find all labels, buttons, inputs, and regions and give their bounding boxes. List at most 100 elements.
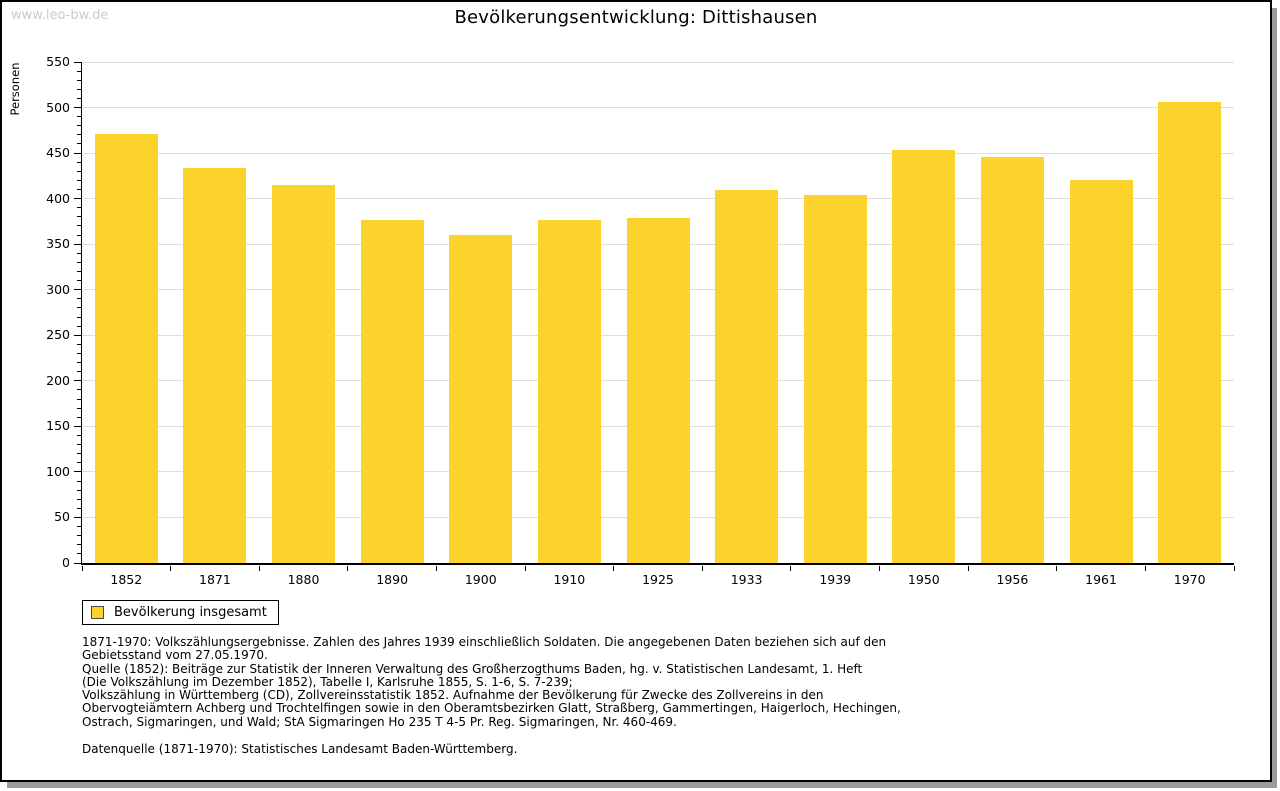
y-minor-tick-430 <box>77 170 81 172</box>
x-tick-label-1900: 1900 <box>464 572 497 587</box>
y-major-tick-500 <box>74 107 81 109</box>
y-minor-tick-130 <box>77 444 81 446</box>
bar-1890 <box>360 219 424 563</box>
source-note-line: 1871-1970: Volkszählungsergebnisse. Zahl… <box>82 635 887 649</box>
y-minor-tick-330 <box>77 261 81 263</box>
x-tick-label-1871: 1871 <box>199 572 231 587</box>
x-tick-label-1890: 1890 <box>376 572 409 587</box>
chart-title: Bevölkerungsentwicklung: Dittishausen <box>454 7 818 28</box>
gridline-400 <box>82 198 1234 200</box>
y-tick-label-0: 0 <box>62 555 70 570</box>
source-note-line: Quelle (1852): Beiträge zur Statistik de… <box>82 661 863 676</box>
y-minor-tick-460 <box>77 143 81 145</box>
bar-1925 <box>626 217 690 563</box>
y-minor-tick-170 <box>77 407 81 409</box>
y-minor-tick-320 <box>77 271 81 273</box>
y-minor-tick-160 <box>77 416 81 418</box>
legend-box: Bevölkerung insgesamt <box>82 600 279 625</box>
y-tick-label-250: 250 <box>46 327 70 343</box>
x-boundary-tick-9 <box>879 566 881 571</box>
x-boundary-tick-4 <box>435 566 437 571</box>
y-minor-tick-520 <box>77 88 81 90</box>
watermark-leo-bw: www.leo-bw.de <box>11 8 109 23</box>
x-boundary-tick-13 <box>1233 566 1235 571</box>
y-minor-tick-20 <box>77 544 81 546</box>
source-note-line: Obervogteiämtern Achberg und Trochtelfin… <box>82 701 901 716</box>
x-tick-label-1880: 1880 <box>287 572 320 587</box>
bar-1956 <box>980 156 1044 563</box>
y-tick-label-550: 550 <box>46 54 70 69</box>
y-minor-tick-480 <box>77 125 81 127</box>
y-minor-tick-410 <box>77 189 81 191</box>
y-minor-tick-440 <box>77 161 81 163</box>
y-minor-tick-90 <box>77 480 81 482</box>
bar-1880 <box>272 184 336 563</box>
y-minor-tick-210 <box>77 371 81 373</box>
y-major-tick-550 <box>74 61 81 63</box>
bar-1852 <box>94 133 158 563</box>
y-minor-tick-530 <box>77 79 81 81</box>
y-minor-tick-270 <box>77 316 81 318</box>
y-minor-tick-340 <box>77 252 81 254</box>
legend-color-swatch <box>91 606 104 619</box>
y-major-tick-400 <box>74 198 81 200</box>
y-tick-label-300: 300 <box>46 281 70 297</box>
x-boundary-tick-2 <box>258 566 260 571</box>
source-note-line: Gebietsstand vom 27.05.1970. <box>82 648 268 663</box>
x-boundary-tick-3 <box>347 566 349 571</box>
bar-1961 <box>1069 179 1133 563</box>
y-minor-tick-60 <box>77 507 81 509</box>
y-minor-tick-80 <box>77 489 81 491</box>
x-boundary-tick-5 <box>524 566 526 571</box>
y-tick-label-100: 100 <box>46 463 70 479</box>
y-major-tick-250 <box>74 334 81 336</box>
y-major-tick-300 <box>74 289 81 291</box>
x-tick-label-1950: 1950 <box>907 572 940 587</box>
source-note-line: Ostrach, Sigmaringen, und Wald; StA Sigm… <box>82 714 677 729</box>
x-boundary-tick-6 <box>613 566 615 571</box>
y-minor-tick-420 <box>77 179 81 181</box>
x-tick-label-1910: 1910 <box>553 572 586 587</box>
gridline-550 <box>82 61 1234 63</box>
gridline-500 <box>82 107 1234 109</box>
x-tick-label-1939: 1939 <box>819 572 852 587</box>
y-minor-tick-370 <box>77 225 81 227</box>
y-minor-tick-260 <box>77 325 81 327</box>
y-minor-tick-40 <box>77 526 81 528</box>
x-tick-label-1970: 1970 <box>1173 572 1206 587</box>
y-tick-label-150: 150 <box>46 418 70 434</box>
y-axis-label: Personen <box>8 62 22 116</box>
x-boundary-tick-8 <box>790 566 792 571</box>
gridline-450 <box>82 152 1234 154</box>
y-minor-tick-120 <box>77 453 81 455</box>
y-minor-tick-230 <box>77 353 81 354</box>
legend-label: Bevölkerung insgesamt <box>114 605 267 620</box>
y-minor-tick-490 <box>77 116 81 118</box>
y-minor-tick-240 <box>77 343 81 345</box>
x-tick-label-1852: 1852 <box>110 572 143 587</box>
y-major-tick-450 <box>74 152 81 154</box>
bar-1970 <box>1158 102 1222 563</box>
x-boundary-tick-11 <box>1056 566 1058 571</box>
x-tick-label-1961: 1961 <box>1085 572 1117 587</box>
y-minor-tick-280 <box>77 307 81 309</box>
y-minor-tick-390 <box>77 207 81 209</box>
y-minor-tick-10 <box>77 553 81 555</box>
source-note-line: Volkszählung in Württemberg (CD), Zollve… <box>82 688 824 703</box>
y-major-tick-150 <box>74 425 81 427</box>
x-tick-label-1925: 1925 <box>642 572 674 587</box>
x-boundary-tick-0 <box>81 566 83 571</box>
y-minor-tick-190 <box>77 389 81 391</box>
bar-1871 <box>183 167 247 563</box>
y-major-tick-200 <box>74 380 81 382</box>
y-major-tick-50 <box>74 516 81 518</box>
y-tick-label-50: 50 <box>54 509 70 525</box>
y-minor-tick-540 <box>77 70 81 72</box>
y-minor-tick-220 <box>77 362 81 364</box>
y-minor-tick-290 <box>77 298 81 300</box>
y-minor-tick-380 <box>77 216 81 218</box>
y-minor-tick-310 <box>77 280 81 282</box>
x-boundary-tick-12 <box>1144 566 1146 571</box>
source-notes: 1871-1970: Volkszählungsergebnisse. Zahl… <box>82 635 901 729</box>
x-boundary-tick-7 <box>701 566 703 571</box>
